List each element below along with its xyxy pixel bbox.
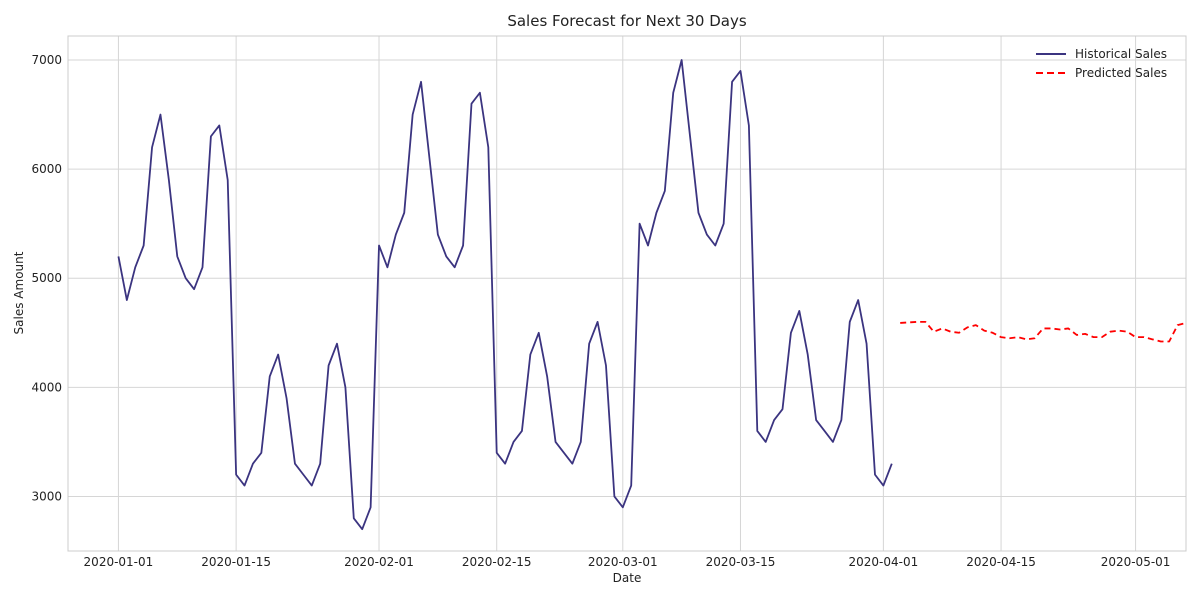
- x-tick-label: 2020-02-15: [462, 555, 532, 569]
- grid: [68, 36, 1186, 551]
- y-tick-label: 3000: [31, 489, 62, 503]
- plot-area-frame: [67, 35, 1187, 552]
- x-tick-label: 2020-03-01: [588, 555, 658, 569]
- tick-labels: 3000 4000 5000 6000 7000 2020-01-01 2020-01-15…: [31, 53, 1170, 569]
- x-tick-label: 2020-04-01: [849, 555, 919, 569]
- legend: Historical Sales Predicted Sales: [1036, 47, 1167, 80]
- chart-title: Sales Forecast for Next 30 Days: [507, 12, 747, 30]
- x-tick-label: 2020-01-15: [201, 555, 271, 569]
- x-tick-label: 2020-01-01: [84, 555, 154, 569]
- series-group: [117, 59, 1187, 531]
- y-axis-label: Sales Amount: [12, 251, 26, 334]
- x-tick-label: 2020-03-15: [706, 555, 776, 569]
- x-tick-label: 2020-04-15: [966, 555, 1036, 569]
- historical-sales-line: [117, 59, 893, 531]
- x-axis-label: Date: [613, 571, 642, 585]
- y-tick-label: 6000: [31, 162, 62, 176]
- predicted-sales-line: [900, 320, 1187, 343]
- x-tick-label: 2020-02-01: [344, 555, 414, 569]
- x-tick-label: 2020-05-01: [1101, 555, 1171, 569]
- y-tick-label: 4000: [31, 380, 62, 394]
- y-tick-label: 5000: [31, 271, 62, 285]
- legend-predicted-label: Predicted Sales: [1075, 66, 1167, 80]
- y-tick-label: 7000: [31, 53, 62, 67]
- legend-historical-label: Historical Sales: [1075, 47, 1167, 61]
